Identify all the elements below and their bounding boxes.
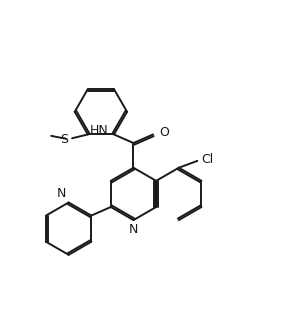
Text: HN: HN <box>90 124 109 137</box>
Text: N: N <box>129 223 138 236</box>
Text: Cl: Cl <box>202 153 214 166</box>
Text: S: S <box>60 133 68 146</box>
Text: O: O <box>159 126 169 139</box>
Text: N: N <box>56 187 66 200</box>
